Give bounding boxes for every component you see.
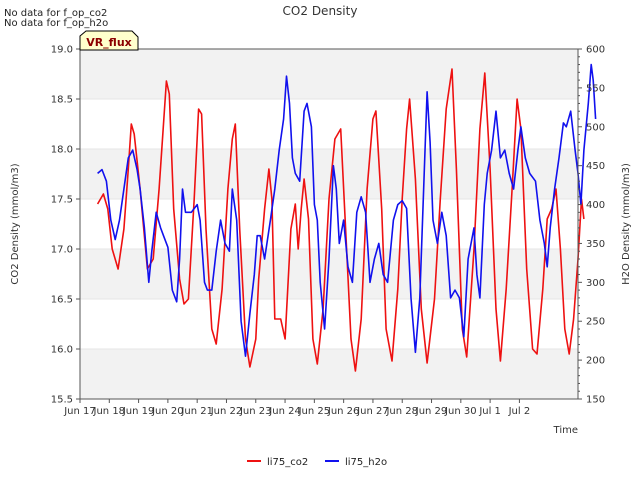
vr-flux-badge: VR_flux <box>79 30 139 51</box>
badge-label: VR_flux <box>86 36 132 49</box>
x-tick-label: Jun 26 <box>327 406 360 417</box>
y-left-tick-label: 17.5 <box>51 195 73 206</box>
y-right-tick-label: 150 <box>586 395 605 406</box>
y-left-tick-label: 15.5 <box>51 395 73 406</box>
badge-shape <box>79 30 139 51</box>
x-axis-title: Time <box>553 425 578 436</box>
x-tick-label: Jun 29 <box>415 406 448 417</box>
y-axis-left: 15.5 16.0 16.5 17.0 17.5 18.0 18.5 19.0 <box>51 45 80 406</box>
plot-frame <box>79 48 579 400</box>
x-tick-label: Jun 25 <box>298 406 331 417</box>
no-data-h2o-note: No data for f_op_h2o <box>4 18 109 29</box>
series-line-li75_co2 <box>96 68 585 372</box>
x-tick-label: Jun 30 <box>444 406 477 417</box>
y-left-tick-label: 18.0 <box>51 145 73 156</box>
series-layer <box>96 63 597 372</box>
x-tick-label: Jun 19 <box>122 406 155 417</box>
background-band <box>80 49 578 99</box>
y-right-tick-label: 350 <box>586 239 605 250</box>
y-left-tick-label: 16.0 <box>51 345 73 356</box>
y-right-tick-label: 250 <box>586 317 605 328</box>
y-right-tick-label: 450 <box>586 161 605 172</box>
x-tick-label: Jul 1 <box>478 406 501 417</box>
x-tick-label: Jun 17 <box>63 406 96 417</box>
background-band <box>80 349 578 399</box>
y-axis-left-title: CO2 Density (mmol/m3) <box>10 163 21 284</box>
x-tick-label: Jul 2 <box>508 406 531 417</box>
y-left-tick-label: 16.5 <box>51 295 73 306</box>
y-left-tick-label: 18.5 <box>51 95 73 106</box>
x-tick-label: Jun 24 <box>268 406 301 417</box>
x-tick-label: Jun 27 <box>356 406 389 417</box>
chart-title: CO2 Density <box>283 4 358 18</box>
y-right-tick-label: 400 <box>586 200 605 211</box>
x-tick-label: Jun 22 <box>210 406 243 417</box>
series-line-li75_h2o <box>97 63 597 358</box>
x-tick-label: Jun 18 <box>93 406 126 417</box>
legend-label-h2o: li75_h2o <box>345 457 387 468</box>
y-right-tick-label: 300 <box>586 278 605 289</box>
x-tick-label: Jun 28 <box>385 406 418 417</box>
y-right-tick-label: 550 <box>586 83 605 94</box>
background-band <box>80 149 578 199</box>
x-tick-label: Jun 21 <box>180 406 213 417</box>
y-axis-right: 150 200 250 300 350 400 450 500 550 600 <box>578 45 605 406</box>
no-data-co2-note: No data for f_op_co2 <box>4 8 108 19</box>
legend: li75_co2 li75_h2o <box>247 457 387 468</box>
y-right-tick-label: 600 <box>586 45 605 56</box>
y-axis-right-title: H2O Density (mmol/m3) <box>621 163 632 285</box>
y-left-tick-label: 19.0 <box>51 45 73 56</box>
y-right-tick-label: 200 <box>586 356 605 367</box>
x-tick-label: Jun 23 <box>239 406 272 417</box>
y-left-tick-label: 17.0 <box>51 245 73 256</box>
legend-label-co2: li75_co2 <box>267 457 308 468</box>
x-tick-label: Jun 20 <box>151 406 184 417</box>
y-right-tick-label: 500 <box>586 122 605 133</box>
background-bands <box>80 48 578 400</box>
